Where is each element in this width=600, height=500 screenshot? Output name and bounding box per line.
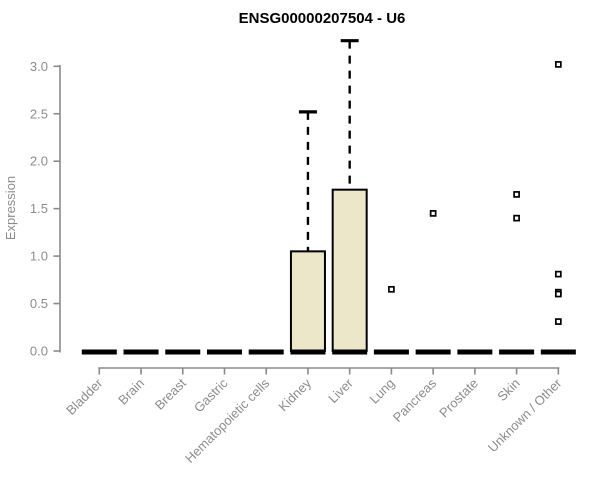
box-prostate: [457, 349, 493, 355]
x-tick-label-unknown-other: Unknown / Other: [485, 375, 565, 455]
box-bladder: [81, 349, 117, 355]
median-bar: [415, 349, 451, 355]
x-tick-label-gastric: Gastric: [191, 375, 231, 415]
x-tick-label-bladder: Bladder: [63, 375, 106, 418]
median-bar: [123, 349, 159, 355]
x-tick-label-skin: Skin: [494, 376, 522, 404]
y-tick-label: 3.0: [30, 59, 48, 74]
median-bar: [457, 349, 493, 355]
box-rect: [331, 188, 368, 352]
outlier-point: [429, 210, 437, 217]
y-tick-label: 0.5: [30, 296, 48, 311]
boxplot-marks-layer: [81, 39, 576, 355]
x-tick-label-pancreas: Pancreas: [390, 375, 440, 425]
x-tick-label-brain: Brain: [115, 376, 147, 408]
median-bar: [165, 349, 201, 355]
outlier-point: [554, 61, 562, 68]
outlier-point: [554, 290, 562, 298]
x-tick-label-prostate: Prostate: [436, 376, 481, 421]
y-tick-label: 1.0: [30, 249, 48, 264]
y-axis-label: Expression: [3, 176, 18, 240]
y-tick-label: 0.0: [30, 344, 48, 359]
median-bar: [206, 349, 242, 355]
median-bar: [373, 349, 409, 355]
x-tick-label-breast: Breast: [152, 375, 189, 412]
box-kidney: [289, 110, 326, 355]
x-tick-label-kidney: Kidney: [275, 375, 314, 414]
box-pancreas: [415, 210, 451, 355]
y-tick-label: 2.5: [30, 106, 48, 121]
box-unknown-other: [540, 61, 576, 355]
y-tick-label: 1.5: [30, 201, 48, 216]
x-tick-label-liver: Liver: [325, 375, 356, 406]
median-bar: [332, 349, 368, 355]
x-tick-label-lung: Lung: [366, 376, 397, 407]
box-lung: [373, 285, 409, 355]
box-gastric: [206, 349, 242, 355]
median-bar: [81, 349, 117, 355]
outlier-point: [513, 191, 520, 198]
y-tick-label: 2.0: [30, 154, 48, 169]
outlier-point: [554, 318, 562, 325]
box-brain: [123, 349, 159, 355]
box-hematopoietic-cells: [248, 349, 284, 355]
box-liver: [331, 39, 368, 355]
box-breast: [165, 349, 201, 355]
outlier-point: [388, 285, 395, 293]
outlier-point: [554, 270, 562, 278]
median-bar: [248, 349, 284, 355]
box-rect: [289, 250, 326, 352]
median-bar: [499, 349, 535, 355]
box-skin: [499, 191, 535, 355]
median-bar: [290, 349, 326, 355]
median-bar: [540, 349, 576, 355]
outlier-point: [513, 214, 520, 222]
chart-title: ENSG00000207504 - U6: [239, 10, 406, 27]
